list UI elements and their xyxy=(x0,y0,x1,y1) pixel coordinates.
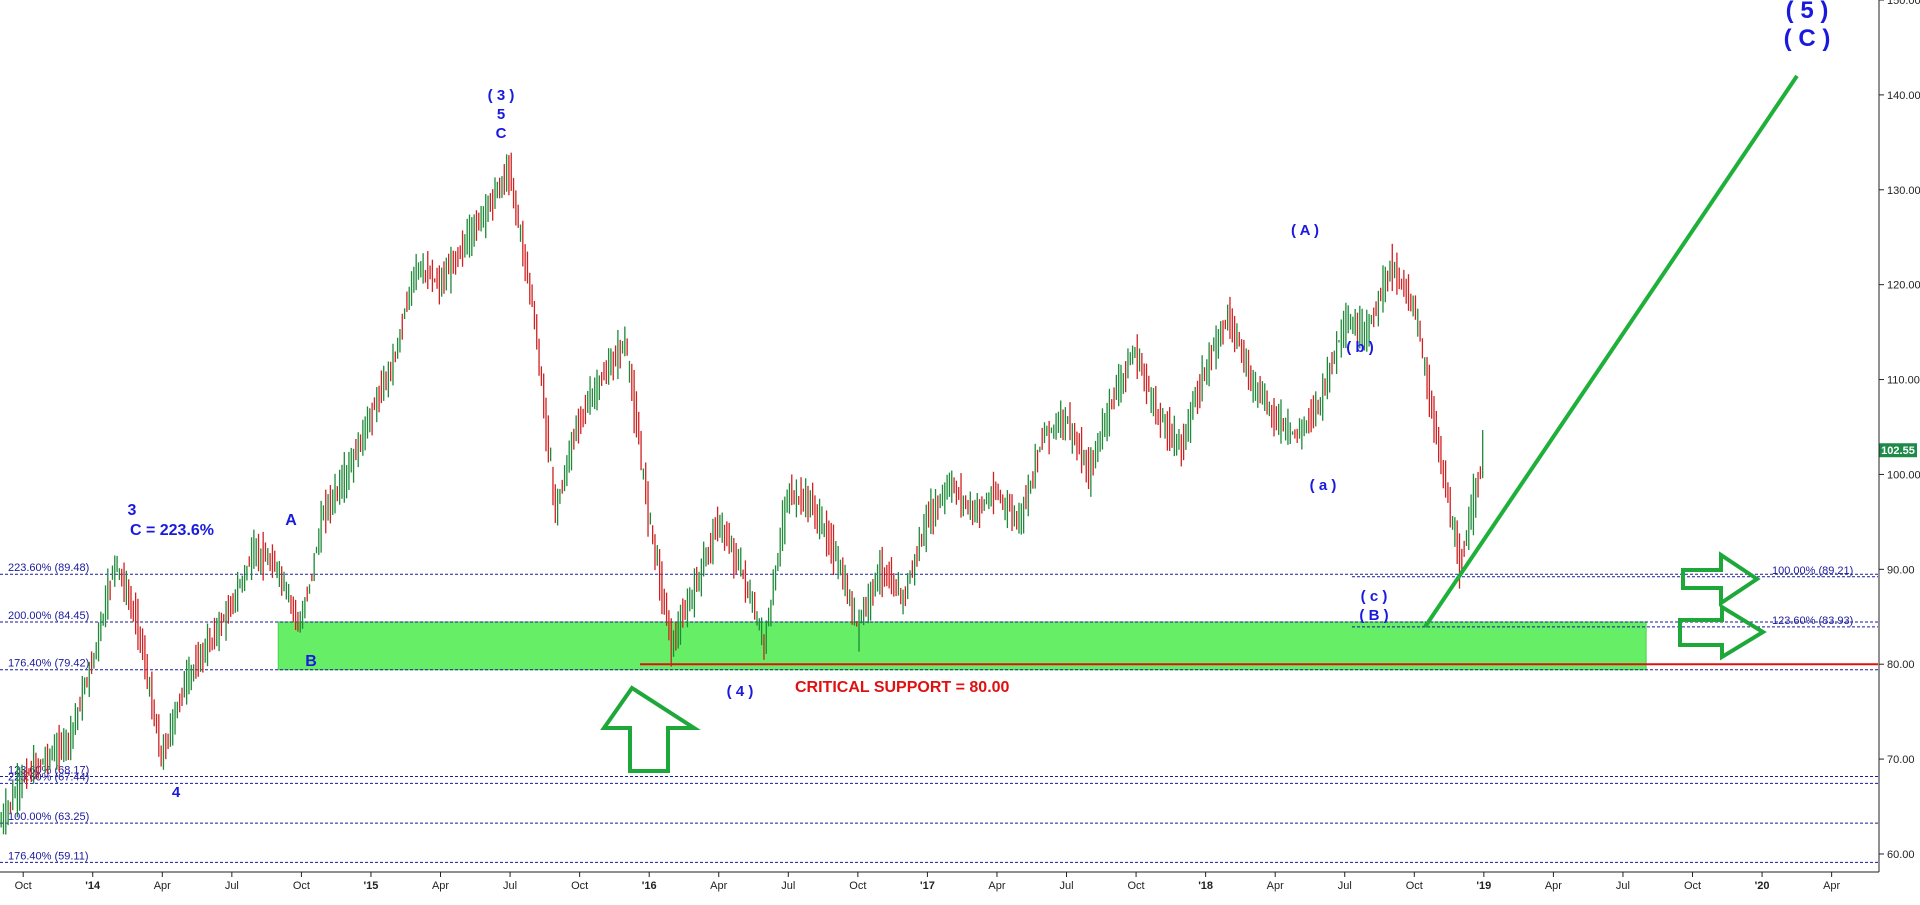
up-arrow xyxy=(600,685,701,773)
y-tick-label: 70.00 xyxy=(1887,754,1915,766)
y-tick-label: 100.00 xyxy=(1887,469,1920,481)
wave-label: ( c ) xyxy=(1361,588,1388,605)
x-tick-label: Apr xyxy=(154,880,171,892)
x-tick-label: Apr xyxy=(432,880,449,892)
price-series: 102.55 xyxy=(0,152,1917,835)
fib-level-label: 176.40% (79.42) xyxy=(8,658,89,670)
wave-label: 5 xyxy=(497,106,505,123)
y-tick-label: 80.00 xyxy=(1887,659,1915,671)
x-tick-label: Oct xyxy=(1684,880,1701,892)
x-tick-label: Jul xyxy=(1616,880,1630,892)
x-tick-label: Oct xyxy=(571,880,588,892)
wave-label: ( 5 ) xyxy=(1786,0,1829,24)
x-tick-label: Oct xyxy=(1128,880,1145,892)
y-tick-label: 120.00 xyxy=(1887,280,1920,292)
wave-label: ( b ) xyxy=(1346,339,1374,356)
x-tick-label: Apr xyxy=(988,880,1005,892)
wave-label: C xyxy=(496,125,507,142)
x-tick-label: Apr xyxy=(710,880,727,892)
x-tick-label: Oct xyxy=(1406,880,1423,892)
x-tick-label: Apr xyxy=(1267,880,1284,892)
x-tick-label: Jul xyxy=(225,880,239,892)
support-zone-layer xyxy=(277,621,1647,671)
x-tick-label: Jul xyxy=(1059,880,1073,892)
x-tick-label: Oct xyxy=(15,880,32,892)
x-tick-label: '15 xyxy=(364,880,379,892)
fib-level-label: 123.60% (83.93) xyxy=(1772,615,1853,627)
wave-label: ( B ) xyxy=(1359,607,1388,624)
y-tick-label: 130.00 xyxy=(1887,185,1920,197)
wave-label: ( A ) xyxy=(1291,222,1319,239)
x-tick-label: '19 xyxy=(1476,880,1491,892)
price-tag-bg xyxy=(1879,443,1917,458)
y-tick-label: 60.00 xyxy=(1887,849,1915,861)
right-arrow-upper xyxy=(1681,551,1761,607)
support-zone-rect xyxy=(277,621,1647,671)
wave-label: A xyxy=(285,512,297,529)
wave-label: ( C ) xyxy=(1784,25,1831,52)
y-tick-label: 110.00 xyxy=(1887,375,1920,387)
x-tick-label: '18 xyxy=(1198,880,1213,892)
fib-level-label: 200.00% (84.45) xyxy=(8,610,89,622)
y-tick-label: 90.00 xyxy=(1887,564,1915,576)
x-tick-label: '14 xyxy=(85,880,101,892)
x-tick-label: Jul xyxy=(781,880,795,892)
x-tick-label: Oct xyxy=(293,880,310,892)
y-tick-label: 150.00 xyxy=(1887,0,1920,7)
x-tick-label: Jul xyxy=(1338,880,1352,892)
wave-label: B xyxy=(305,653,317,670)
right-arrow-lower xyxy=(1678,603,1767,661)
projection-line xyxy=(1423,74,1799,629)
wave-label: ( 4 ) xyxy=(727,683,754,700)
x-tick-label: Apr xyxy=(1545,880,1562,892)
x-tick-label: '17 xyxy=(920,880,935,892)
fibonacci-levels: 223.60% (89.48) 200.00% (84.45) 176.40% (7… xyxy=(0,562,1878,863)
x-tick-label: '20 xyxy=(1755,880,1770,892)
fib-level-label: 100.00% (89.21) xyxy=(1772,565,1853,577)
x-tick-label: Apr xyxy=(1823,880,1840,892)
wave-label: 4 xyxy=(172,784,181,801)
fib-level-label: 100.00% (63.25) xyxy=(8,811,89,823)
wave-labels: 3 C = 223.6% 4 A B ( 3 ) 5 C ( 4 ) ( A ) ( b ) ( a … xyxy=(128,0,1831,801)
fib-level-label: 176.40% (59.11) xyxy=(8,850,89,862)
wave-label: 3 xyxy=(128,502,137,519)
wave-label: C = 223.6% xyxy=(130,522,214,539)
arrows xyxy=(600,551,1767,773)
x-tick-label: '16 xyxy=(642,880,657,892)
y-tick-label: 140.00 xyxy=(1887,90,1920,102)
wave-label: ( a ) xyxy=(1310,477,1337,494)
fib-level-label: 223.60% (89.48) xyxy=(8,562,89,574)
x-tick-label: Jul xyxy=(503,880,517,892)
support-label: CRITICAL SUPPORT = 80.00 xyxy=(795,679,1010,696)
wave-label: ( 3 ) xyxy=(488,87,515,104)
price-tag-label: 102.55 xyxy=(1881,445,1915,457)
x-tick-label: Oct xyxy=(849,880,866,892)
projection-line xyxy=(1423,74,1799,629)
critical-support-line: CRITICAL SUPPORT = 80.00 xyxy=(640,663,1878,696)
